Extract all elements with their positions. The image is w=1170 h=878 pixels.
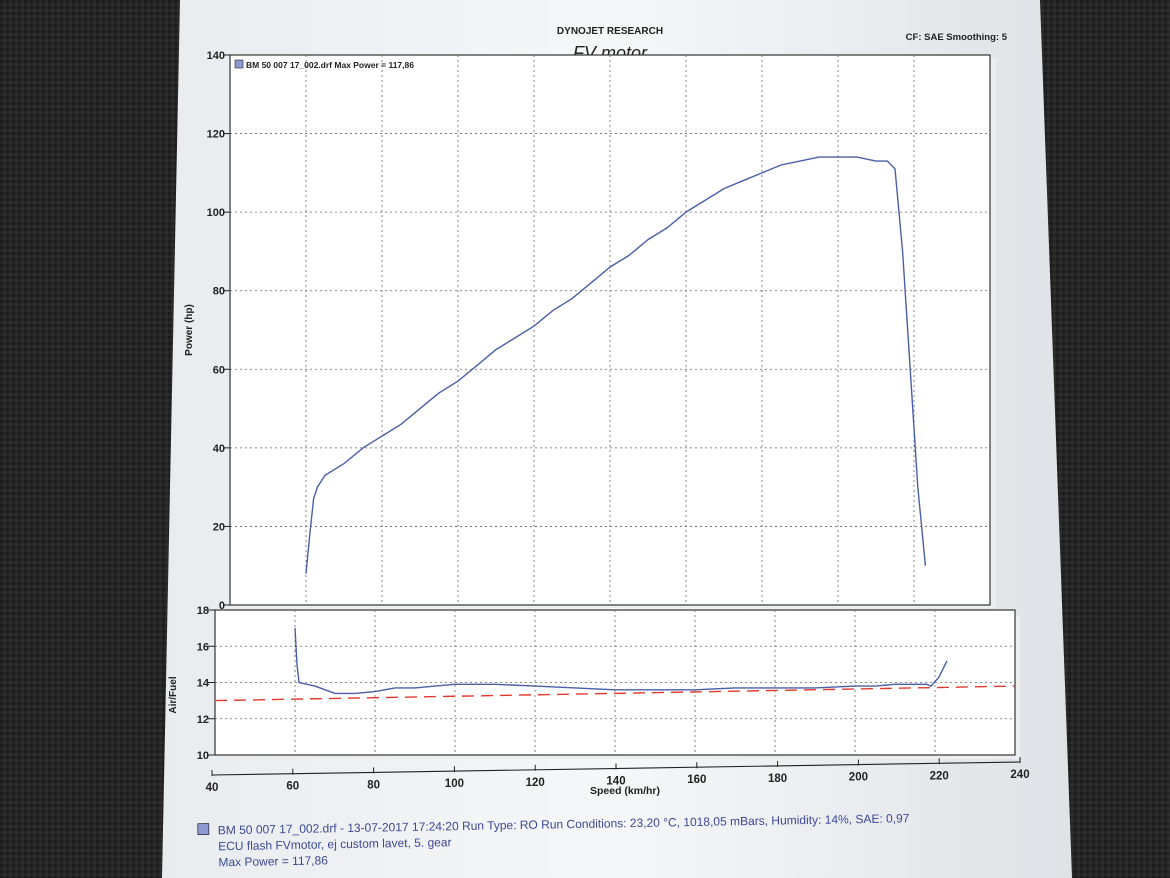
run-info-line-2: ECU flash FVmotor, ej custom lavet, 5. g… xyxy=(218,835,452,853)
afr-y-tick-label: 10 xyxy=(197,750,209,762)
afr-grid xyxy=(215,610,1015,755)
speed-tick-label: 180 xyxy=(768,773,787,785)
afr-y-tick-label: 14 xyxy=(197,678,210,690)
afr-y-tick-label: 12 xyxy=(197,714,209,726)
power-y-tick-label: 60 xyxy=(213,364,225,376)
power-y-tick-label: 20 xyxy=(213,521,225,533)
speed-tick-label: 200 xyxy=(849,772,868,784)
afr-chart: 10 12 14 16 18 Air/Fuel xyxy=(168,605,1020,762)
afr-y-tick-label: 18 xyxy=(197,605,209,617)
company-label: DYNOJET RESEARCH xyxy=(557,26,663,37)
afr-y-tick-label: 16 xyxy=(197,641,209,653)
speed-tick-label: 160 xyxy=(687,774,706,786)
settings-label: CF: SAE Smoothing: 5 xyxy=(906,32,1008,43)
power-y-tick-label: 100 xyxy=(207,207,225,219)
speed-tick-label: 140 xyxy=(606,776,625,788)
speed-tick-label: 40 xyxy=(206,782,219,794)
run-swatch-icon xyxy=(197,823,210,836)
afr-y-ticks: 10 12 14 16 18 xyxy=(197,605,215,762)
speed-tick-label: 240 xyxy=(1010,769,1029,781)
power-y-tick-label: 120 xyxy=(207,129,225,141)
power-legend: BM 50 007 17_002.drf Max Power = 117,86 xyxy=(246,60,414,70)
power-y-tick-label: 140 xyxy=(207,50,225,62)
speed-tick-label: 80 xyxy=(367,779,380,791)
power-y-tick-label: 0 xyxy=(219,600,225,612)
speed-axis-label: Speed (km/hr) xyxy=(590,785,660,797)
afr-y-axis-label: Air/Fuel xyxy=(168,676,179,713)
afr-curve xyxy=(294,628,948,695)
speed-tick-label: 220 xyxy=(930,770,949,782)
power-chart: 0 20 40 60 80 100 120 140 BM 50 007 17_002.drf … xyxy=(184,50,996,612)
speed-axis: 40 60 80 100 120 140 160 180 200 220 240 Speed (km… xyxy=(206,757,1030,797)
power-y-tick-label: 40 xyxy=(213,443,225,455)
power-curve xyxy=(305,156,927,574)
speed-tick-label: 100 xyxy=(445,778,464,790)
legend-swatch-icon xyxy=(234,59,244,69)
power-y-tick-label: 80 xyxy=(213,286,225,298)
power-grid xyxy=(230,55,990,605)
speed-tick-label: 60 xyxy=(286,781,299,793)
speed-tick-labels: 40 60 80 100 120 140 160 180 200 220 240 xyxy=(206,757,1030,794)
power-y-axis-label: Power (hp) xyxy=(184,304,195,356)
afr-reference-line xyxy=(214,685,1016,702)
speed-tick-label: 120 xyxy=(526,777,545,789)
power-y-ticks: 0 20 40 60 80 100 120 140 xyxy=(207,50,230,612)
run-info-line-3: Max Power = 117,86 xyxy=(218,853,328,869)
